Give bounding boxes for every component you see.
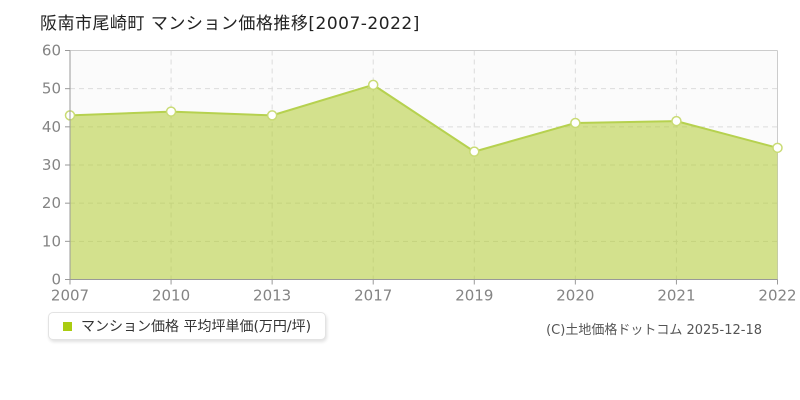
legend-label: マンション価格 平均坪単価(万円/坪) xyxy=(81,319,312,335)
x-tick-label: 2020 xyxy=(556,287,594,305)
data-point xyxy=(671,115,682,127)
y-tick-label: 30 xyxy=(42,156,61,174)
data-point xyxy=(570,117,581,129)
x-tick-label: 2021 xyxy=(657,287,695,305)
x-tick-label: 2022 xyxy=(758,287,796,305)
y-tick-label: 50 xyxy=(42,80,61,98)
y-tick-label: 20 xyxy=(42,194,61,212)
chart-title: 阪南市尾崎町 マンション価格推移[2007-2022] xyxy=(40,14,420,34)
x-tick-label: 2017 xyxy=(354,287,392,305)
data-point xyxy=(469,146,480,157)
y-tick-label: 0 xyxy=(51,271,61,289)
price-line xyxy=(69,83,778,153)
copyright-text: (C)土地価格ドットコム 2025-12-18 xyxy=(546,323,762,338)
price-trend-chart: 0 10 20 30 40 50 60 2007 2010 2013 2017 2019 2020 202… xyxy=(42,42,797,305)
data-point xyxy=(367,79,379,91)
data-point xyxy=(165,106,177,117)
data-point xyxy=(772,142,783,154)
y-tick-label: 10 xyxy=(42,232,61,250)
y-tick-label: 40 xyxy=(42,118,61,136)
price-area xyxy=(70,84,778,280)
data-point xyxy=(266,110,278,121)
x-tick-label: 2007 xyxy=(51,287,89,305)
y-tick-label: 60 xyxy=(42,42,61,60)
legend: マンション価格 平均坪単価(万円/坪) xyxy=(48,312,327,340)
legend-marker-icon xyxy=(63,321,72,331)
x-tick-label: 2010 xyxy=(152,287,190,305)
x-tick-label: 2013 xyxy=(253,287,291,305)
x-tick-label: 2019 xyxy=(455,287,493,305)
